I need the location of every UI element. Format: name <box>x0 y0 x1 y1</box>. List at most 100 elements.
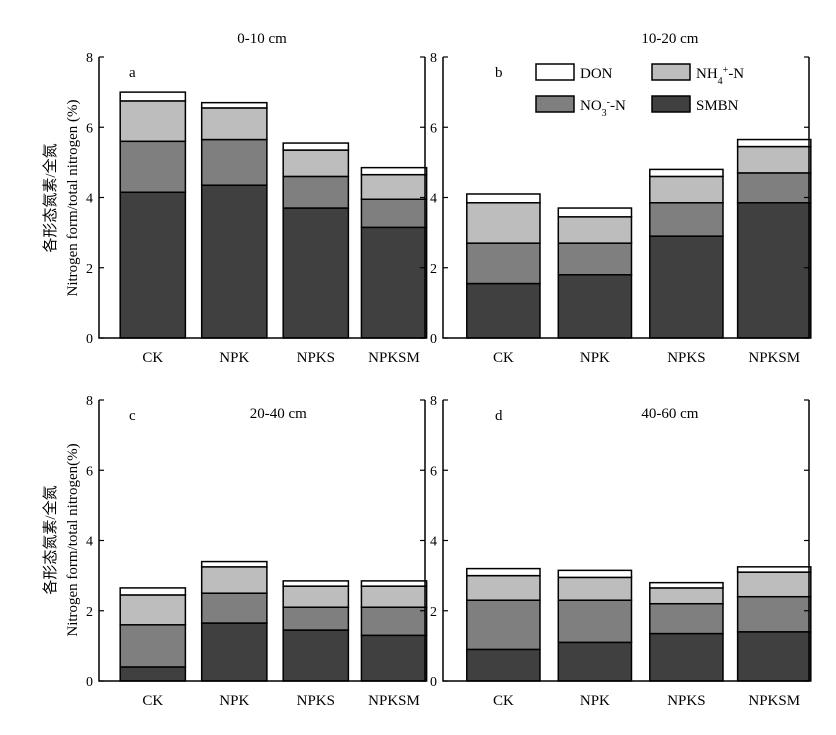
y-tick-label: 2 <box>430 262 437 277</box>
bar-segment-b-NPK-SMBN <box>557 274 633 339</box>
bar-segment-b-NPK-NH4N <box>557 216 633 244</box>
legend-label: DON <box>580 66 613 82</box>
x-tick-label: CK <box>493 693 514 709</box>
bar-segment-a-NPKSM-SMBN <box>360 226 428 339</box>
bar-segment-d-CK-DON <box>466 567 541 577</box>
bar-segment-a-NPK-NO3N <box>200 138 268 186</box>
y-tick-label: 4 <box>86 535 93 550</box>
bar-segment-b-CK-SMBN <box>466 282 541 339</box>
bar-segment-a-NPKS-NO3N <box>282 175 350 209</box>
y-tick-label: 6 <box>86 464 93 479</box>
bar-segment-d-NPKS-DON <box>649 581 724 589</box>
bar-segment-d-CK-NH4N <box>466 574 541 601</box>
bar-segment-a-NPK-SMBN <box>200 184 268 339</box>
bar-segment-b-NPKS-NO3N <box>649 202 724 237</box>
bar-segment-a-NPK-NH4N <box>200 107 268 141</box>
bar-segment-c-CK-DON <box>119 587 187 596</box>
bar-segment-d-NPKS-NO3N <box>649 602 724 635</box>
legend-swatch-DON <box>535 63 575 81</box>
bar-segment-c-CK-NO3N <box>119 624 187 668</box>
bar-segment-a-NPKS-DON <box>282 142 350 151</box>
bar-segment-b-NPKSM-SMBN <box>736 202 812 339</box>
bar-segment-c-NPKS-DON <box>282 580 350 587</box>
bar-segment-d-NPK-DON <box>557 569 633 579</box>
bar-segment-a-NPK-DON <box>200 101 268 109</box>
bar-segment-b-NPKSM-NO3N <box>736 172 812 204</box>
x-tick-label: NPKSM <box>368 693 420 709</box>
bar-segment-d-NPKSM-DON <box>736 566 812 573</box>
bar-segment-b-NPK-NO3N <box>557 242 633 276</box>
bar-segment-d-CK-SMBN <box>466 648 541 682</box>
bar-segment-a-CK-SMBN <box>119 191 187 339</box>
bar-segment-d-NPKS-NH4N <box>649 587 724 605</box>
bar-segment-b-NPKS-SMBN <box>649 235 724 339</box>
x-tick-label: NPK <box>219 350 249 366</box>
bar-segment-a-CK-DON <box>119 91 187 102</box>
x-tick-label: NPK <box>580 693 610 709</box>
bar-segment-c-NPKS-SMBN <box>282 629 350 682</box>
panel-letter-d: d <box>495 408 503 424</box>
bar-segment-a-NPKS-NH4N <box>282 149 350 178</box>
bar-segment-a-NPKSM-NO3N <box>360 198 428 229</box>
x-tick-label: NPK <box>219 693 249 709</box>
panel-letter-a: a <box>129 65 136 81</box>
x-tick-label: CK <box>493 350 514 366</box>
y-axis-label-top-cn: 各形态氮素/全氮 <box>41 143 59 252</box>
y-tick-label: 8 <box>86 51 93 66</box>
legend: DON NH4+-N NO3--N SMBN <box>535 63 744 119</box>
bar-segment-b-CK-NO3N <box>466 242 541 285</box>
bar-segment-d-NPK-NH4N <box>557 576 633 601</box>
bar-segment-a-NPKS-SMBN <box>282 207 350 339</box>
bar-segment-d-CK-NO3N <box>466 599 541 651</box>
bar-segment-d-NPKSM-NH4N <box>736 571 812 598</box>
x-tick-label: NPKS <box>297 693 335 709</box>
bar-segment-c-CK-SMBN <box>119 666 187 682</box>
bar-segment-b-NPK-DON <box>557 207 633 218</box>
legend-label: NO3--N <box>580 97 626 119</box>
x-tick-label: NPKSM <box>748 350 800 366</box>
legend-label: SMBN <box>696 98 739 114</box>
bar-segment-b-NPKS-NH4N <box>649 175 724 204</box>
bar-segment-a-CK-NH4N <box>119 100 187 143</box>
bar-segment-d-NPK-NO3N <box>557 599 633 644</box>
panel-title-c: 20-40 cm <box>250 406 307 422</box>
bar-segment-d-NPK-SMBN <box>557 641 633 682</box>
legend-label: NH4+-N <box>696 65 744 87</box>
bar-segment-b-CK-NH4N <box>466 202 541 244</box>
y-tick-label: 8 <box>86 394 93 409</box>
x-tick-label: CK <box>142 693 163 709</box>
y-tick-label: 4 <box>430 192 437 207</box>
bar-segment-d-NPKS-SMBN <box>649 632 724 682</box>
panel-a: CK NPK NPKS NPKSM 0 2 4 6 8 a 0-10 cm <box>86 31 428 366</box>
y-tick-label: 4 <box>430 535 437 550</box>
panel-letter-c: c <box>129 408 136 424</box>
legend-swatch-NH4N <box>651 63 691 81</box>
panel-d: CK NPK NPKS NPKSM 0 2 4 6 8 d 40-60 cm <box>430 394 812 709</box>
y-tick-label: 0 <box>86 332 93 347</box>
y-tick-label: 2 <box>86 605 93 620</box>
legend-swatch-SMBN <box>651 95 691 113</box>
x-tick-label: NPKS <box>297 350 335 366</box>
bar-segment-c-NPK-NO3N <box>200 592 268 624</box>
panel-title-b: 10-20 cm <box>641 31 698 47</box>
panel-title-a: 0-10 cm <box>237 31 287 47</box>
bar-segment-a-CK-NO3N <box>119 140 187 193</box>
y-tick-label: 0 <box>430 332 437 347</box>
bar-segment-b-CK-DON <box>466 193 541 204</box>
bar-segment-a-NPKSM-NH4N <box>360 173 428 201</box>
y-tick-label: 8 <box>430 51 437 66</box>
x-tick-label: NPKSM <box>368 350 420 366</box>
bar-segment-c-NPK-SMBN <box>200 622 268 682</box>
x-tick-label: CK <box>142 350 163 366</box>
y-tick-label: 8 <box>430 394 437 409</box>
y-axis-label-bottom-en: Nitrogen form/total nitrogen(%) <box>65 443 81 636</box>
panel-b: CK NPK NPKS NPKSM 0 2 4 6 8 b 10-20 cm <box>430 31 812 366</box>
y-axis-label-bottom-cn: 各形态氮素/全氮 <box>41 485 59 594</box>
bar-segment-c-NPKSM-NO3N <box>360 606 428 637</box>
y-tick-label: 6 <box>430 464 437 479</box>
panel-letter-b: b <box>495 65 503 81</box>
y-axis-label-top-en: Nitrogen form/total nitrogen (%) <box>65 99 81 296</box>
panel-title-d: 40-60 cm <box>641 406 698 422</box>
y-tick-label: 2 <box>430 605 437 620</box>
